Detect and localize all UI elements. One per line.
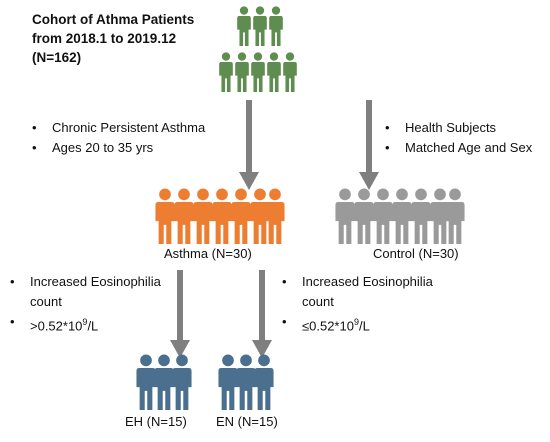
cohort-people-icon: [219, 6, 297, 92]
criteria-text: count: [30, 294, 62, 309]
control-group-label: Control (N=30): [373, 246, 459, 261]
threshold-unit: /L: [358, 318, 370, 334]
threshold-exponent: 9: [353, 317, 359, 327]
eh-criteria: Increased Eosinophilia count >0.52*109/L: [8, 272, 161, 336]
threshold-exponent: 9: [82, 317, 88, 327]
criteria-item: Increased Eosinophilia: [280, 272, 433, 292]
asthma-inclusion-criteria: Chronic Persistent Asthma Ages 20 to 35 …: [30, 118, 205, 158]
threshold-text: >0.52*10: [30, 318, 83, 334]
criteria-item: Chronic Persistent Asthma: [30, 118, 205, 138]
criteria-item: Health Subjects: [383, 118, 532, 138]
cohort-title-line-2: from 2018.1 to 2019.12: [32, 31, 177, 46]
en-group-label: EN (N=15): [216, 414, 278, 429]
asthma-people-icon: [155, 188, 285, 244]
arrow-to-control: [359, 100, 379, 190]
threshold-text: ≤0.52*10: [302, 318, 354, 334]
criteria-item: Increased Eosinophilia: [8, 272, 161, 292]
cohort-title-line-3: (N=162): [32, 50, 82, 65]
criteria-item: Ages 20 to 35 yrs: [30, 138, 205, 158]
criteria-item-continued: count: [8, 292, 161, 312]
criteria-item: Matched Age and Sex: [383, 138, 532, 158]
arrow-to-eh: [170, 270, 190, 358]
threshold-unit: /L: [87, 318, 99, 334]
arrow-to-asthma: [239, 100, 259, 190]
control-people-icon: [335, 188, 465, 244]
cohort-title: Cohort of Athma Patients from 2018.1 to …: [32, 10, 194, 67]
criteria-text: Increased Eosinophilia: [30, 274, 161, 289]
criteria-text: Increased Eosinophilia: [302, 274, 433, 289]
criteria-item: ≤0.52*109/L: [280, 312, 433, 336]
en-people-icon: [218, 354, 274, 410]
cohort-title-line-1: Cohort of Athma Patients: [32, 12, 195, 27]
criteria-item: >0.52*109/L: [8, 312, 161, 336]
criteria-item-continued: count: [280, 292, 433, 312]
asthma-group-label: Asthma (N=30): [164, 246, 252, 261]
eh-people-icon: [136, 354, 192, 410]
arrow-to-en: [252, 270, 272, 358]
criteria-text: count: [302, 294, 334, 309]
eh-group-label: EH (N=15): [125, 414, 187, 429]
control-inclusion-criteria: Health Subjects Matched Age and Sex: [383, 118, 532, 158]
en-criteria: Increased Eosinophilia count ≤0.52*109/L: [280, 272, 433, 336]
